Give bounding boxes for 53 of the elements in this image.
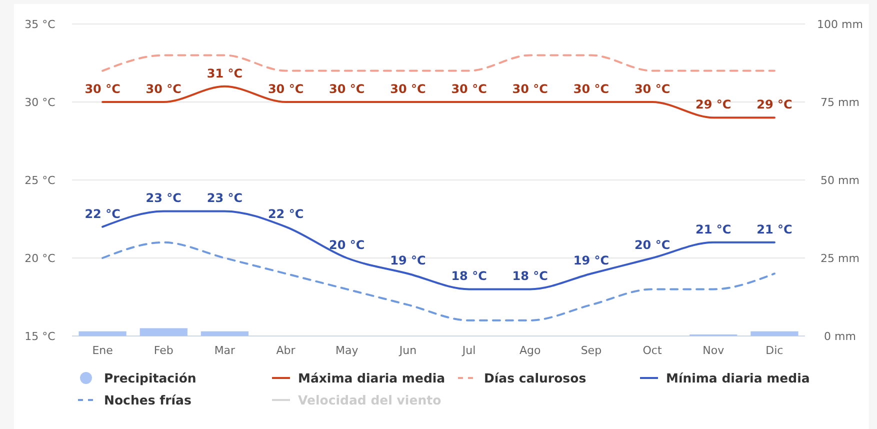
legend-label: Días calurosos xyxy=(484,370,586,386)
legend-label: Noches frías xyxy=(104,392,192,408)
x-tick-label: Jul xyxy=(461,344,476,357)
data-label: 30 °C xyxy=(512,82,548,96)
y-tick-label: 25 °C xyxy=(24,174,56,187)
data-label: 30 °C xyxy=(390,82,426,96)
x-tick-label: Dic xyxy=(766,344,784,357)
x-tick-label: Nov xyxy=(702,344,725,357)
y-tick-label: 30 °C xyxy=(24,96,56,109)
data-label: 20 °C xyxy=(634,238,670,252)
line-series xyxy=(102,210,776,290)
data-label: 30 °C xyxy=(573,82,610,96)
data-label: 30 °C xyxy=(146,82,182,96)
data-label: 30 °C xyxy=(329,82,365,96)
data-label: 19 °C xyxy=(390,254,426,268)
data-label: 18 °C xyxy=(512,269,548,284)
x-tick-label: Mar xyxy=(214,344,236,357)
y2-tick-label: 0 mm xyxy=(824,330,856,343)
data-label: 23 °C xyxy=(206,191,243,206)
data-label: 30 °C xyxy=(268,82,304,96)
x-tick-label: Feb xyxy=(154,344,174,357)
data-label: 30 °C xyxy=(451,82,488,96)
data-label: 30 °C xyxy=(84,82,121,96)
x-tick-label: Ene xyxy=(92,344,114,357)
data-label: 29 °C xyxy=(696,98,732,112)
data-label: 29 °C xyxy=(756,98,792,112)
y2-tick-label: 100 mm xyxy=(817,18,863,31)
y-tick-label: 35 °C xyxy=(24,18,56,31)
x-tick-label: Jun xyxy=(398,344,417,357)
y2-tick-label: 25 mm xyxy=(820,252,860,265)
data-label: 21 °C xyxy=(756,222,792,236)
y2-tick-label: 75 mm xyxy=(820,96,860,109)
data-label: 21 °C xyxy=(696,222,732,236)
legend-label: Máxima diaria media xyxy=(298,370,446,386)
x-tick-label: Oct xyxy=(642,344,662,357)
data-label: 30 °C xyxy=(634,82,670,96)
legend-label: Precipitación xyxy=(104,370,196,386)
x-tick-label: Ago xyxy=(520,344,542,357)
y2-tick-label: 50 mm xyxy=(820,174,860,187)
data-label: 22 °C xyxy=(84,206,121,221)
x-tick-label: Sep xyxy=(580,344,602,357)
data-label: 20 °C xyxy=(329,238,365,252)
line-series xyxy=(102,241,776,322)
data-label: 18 °C xyxy=(451,269,488,284)
data-label: 19 °C xyxy=(573,254,610,268)
data-label: 31 °C xyxy=(206,66,243,80)
x-tick-label: Abr xyxy=(276,344,296,357)
data-label: 22 °C xyxy=(268,206,304,221)
y-tick-label: 15 °C xyxy=(24,330,56,343)
y-tick-label: 20 °C xyxy=(24,252,56,265)
legend-label: Mínima diaria media xyxy=(666,370,810,386)
x-tick-label: May xyxy=(336,344,359,357)
data-label: 23 °C xyxy=(146,191,182,206)
